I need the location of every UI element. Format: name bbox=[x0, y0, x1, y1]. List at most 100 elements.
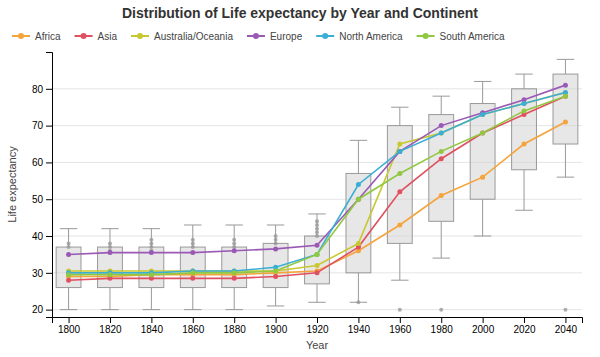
legend-item: South America bbox=[417, 31, 505, 42]
title: Distribution of Life expectancy by Year … bbox=[122, 5, 478, 21]
whisker-cap-high bbox=[184, 224, 201, 225]
x-tick: 2040 bbox=[555, 317, 578, 335]
legend-label: South America bbox=[440, 31, 505, 42]
mean-marker bbox=[356, 241, 361, 246]
x-tick-label: 1800 bbox=[58, 324, 81, 335]
whisker-cap-low bbox=[60, 309, 77, 310]
mean-marker bbox=[149, 250, 154, 255]
whisker-cap-high bbox=[515, 74, 532, 75]
y-tick-mark bbox=[46, 162, 52, 163]
box bbox=[222, 247, 247, 287]
legend-item: North America bbox=[316, 31, 403, 42]
outlier bbox=[149, 241, 153, 245]
x-tick-mark bbox=[151, 317, 152, 323]
legend-label: Europe bbox=[270, 31, 303, 42]
y-tick-label: 60 bbox=[32, 157, 44, 168]
outlier bbox=[232, 238, 236, 242]
whisker-high bbox=[565, 59, 566, 74]
y-tick-label: 70 bbox=[32, 120, 44, 131]
mean-marker bbox=[66, 272, 71, 277]
y-tick-label: 20 bbox=[32, 304, 44, 315]
outlier bbox=[108, 241, 112, 245]
legend-label: Australia/Oceania bbox=[154, 31, 233, 42]
mean-marker bbox=[315, 263, 320, 268]
whisker-cap-low bbox=[101, 309, 118, 310]
grid-line bbox=[52, 309, 582, 310]
whisker-cap-high bbox=[225, 224, 242, 225]
mean-marker bbox=[480, 112, 485, 117]
x-tick-label: 1840 bbox=[141, 324, 164, 335]
mean-marker bbox=[439, 130, 444, 135]
whisker-low bbox=[358, 273, 359, 302]
x-tick: 1800 bbox=[58, 317, 81, 335]
x-tick-mark bbox=[234, 317, 235, 323]
mean-marker bbox=[107, 272, 112, 277]
mean-marker bbox=[66, 252, 71, 257]
mean-marker bbox=[356, 197, 361, 202]
x-tick: 1960 bbox=[389, 317, 412, 335]
whisker-high bbox=[524, 74, 525, 89]
x-tick-label: 2020 bbox=[513, 324, 536, 335]
box-group bbox=[429, 96, 454, 258]
outlier bbox=[67, 245, 71, 249]
grid-line bbox=[52, 199, 582, 200]
y-tick: 80 bbox=[32, 84, 52, 95]
y-axis-line bbox=[46, 53, 53, 318]
x-tick-label: 2040 bbox=[555, 324, 578, 335]
mean-marker bbox=[149, 272, 154, 277]
series bbox=[66, 119, 568, 279]
whisker-high bbox=[441, 96, 442, 114]
whisker-cap-high bbox=[474, 81, 491, 82]
mean-marker bbox=[480, 130, 485, 135]
whisker-low bbox=[109, 288, 110, 310]
y-axis: 20304050607080 bbox=[32, 53, 53, 318]
whisker-cap-low bbox=[225, 309, 242, 310]
outlier bbox=[315, 223, 319, 227]
x-tick-label: 1880 bbox=[224, 324, 247, 335]
x-tick: 1860 bbox=[182, 317, 205, 335]
x-tick: 1920 bbox=[306, 317, 329, 335]
mean-marker bbox=[522, 101, 527, 106]
whisker-cap-low bbox=[433, 258, 450, 259]
whisker-low bbox=[275, 288, 276, 306]
x-tick: 1840 bbox=[141, 317, 164, 335]
mean-marker bbox=[480, 175, 485, 180]
mean-marker bbox=[439, 149, 444, 154]
whisker-high bbox=[482, 81, 483, 103]
x-tick: 2020 bbox=[513, 317, 536, 335]
outlier bbox=[191, 238, 195, 242]
x-tick-mark bbox=[565, 317, 566, 323]
mean-marker bbox=[273, 246, 278, 251]
whisker-cap-high bbox=[267, 224, 284, 225]
mean-marker bbox=[397, 171, 402, 176]
grid-line bbox=[52, 88, 582, 89]
y-axis-title: Life expectancy bbox=[6, 146, 18, 223]
outlier bbox=[315, 219, 319, 223]
marks bbox=[56, 59, 578, 311]
mean-marker bbox=[563, 94, 568, 99]
y-tick-label: 50 bbox=[32, 194, 44, 205]
x-tick-label: 1900 bbox=[265, 324, 288, 335]
outlier bbox=[315, 230, 319, 234]
box-group bbox=[387, 107, 412, 280]
box-group bbox=[512, 74, 537, 210]
mean-marker bbox=[190, 276, 195, 281]
x-tick-label: 1940 bbox=[348, 324, 371, 335]
outlier bbox=[232, 241, 236, 245]
box-group bbox=[553, 59, 578, 177]
legend-label: Africa bbox=[35, 31, 61, 42]
mean-marker bbox=[439, 123, 444, 128]
whisker-cap-low bbox=[515, 210, 532, 211]
mean-marker bbox=[190, 270, 195, 275]
legend-swatch-marker bbox=[322, 33, 328, 39]
mean-marker bbox=[232, 276, 237, 281]
whisker-low bbox=[151, 288, 152, 310]
y-tick-label: 40 bbox=[32, 231, 44, 242]
mean-marker bbox=[563, 94, 568, 99]
x-tick-mark bbox=[524, 317, 525, 323]
mean-marker bbox=[190, 250, 195, 255]
legend-item: Africa bbox=[12, 31, 61, 42]
box-group bbox=[98, 229, 123, 310]
y-tick-mark bbox=[46, 236, 52, 237]
x-axis-line bbox=[53, 318, 583, 324]
